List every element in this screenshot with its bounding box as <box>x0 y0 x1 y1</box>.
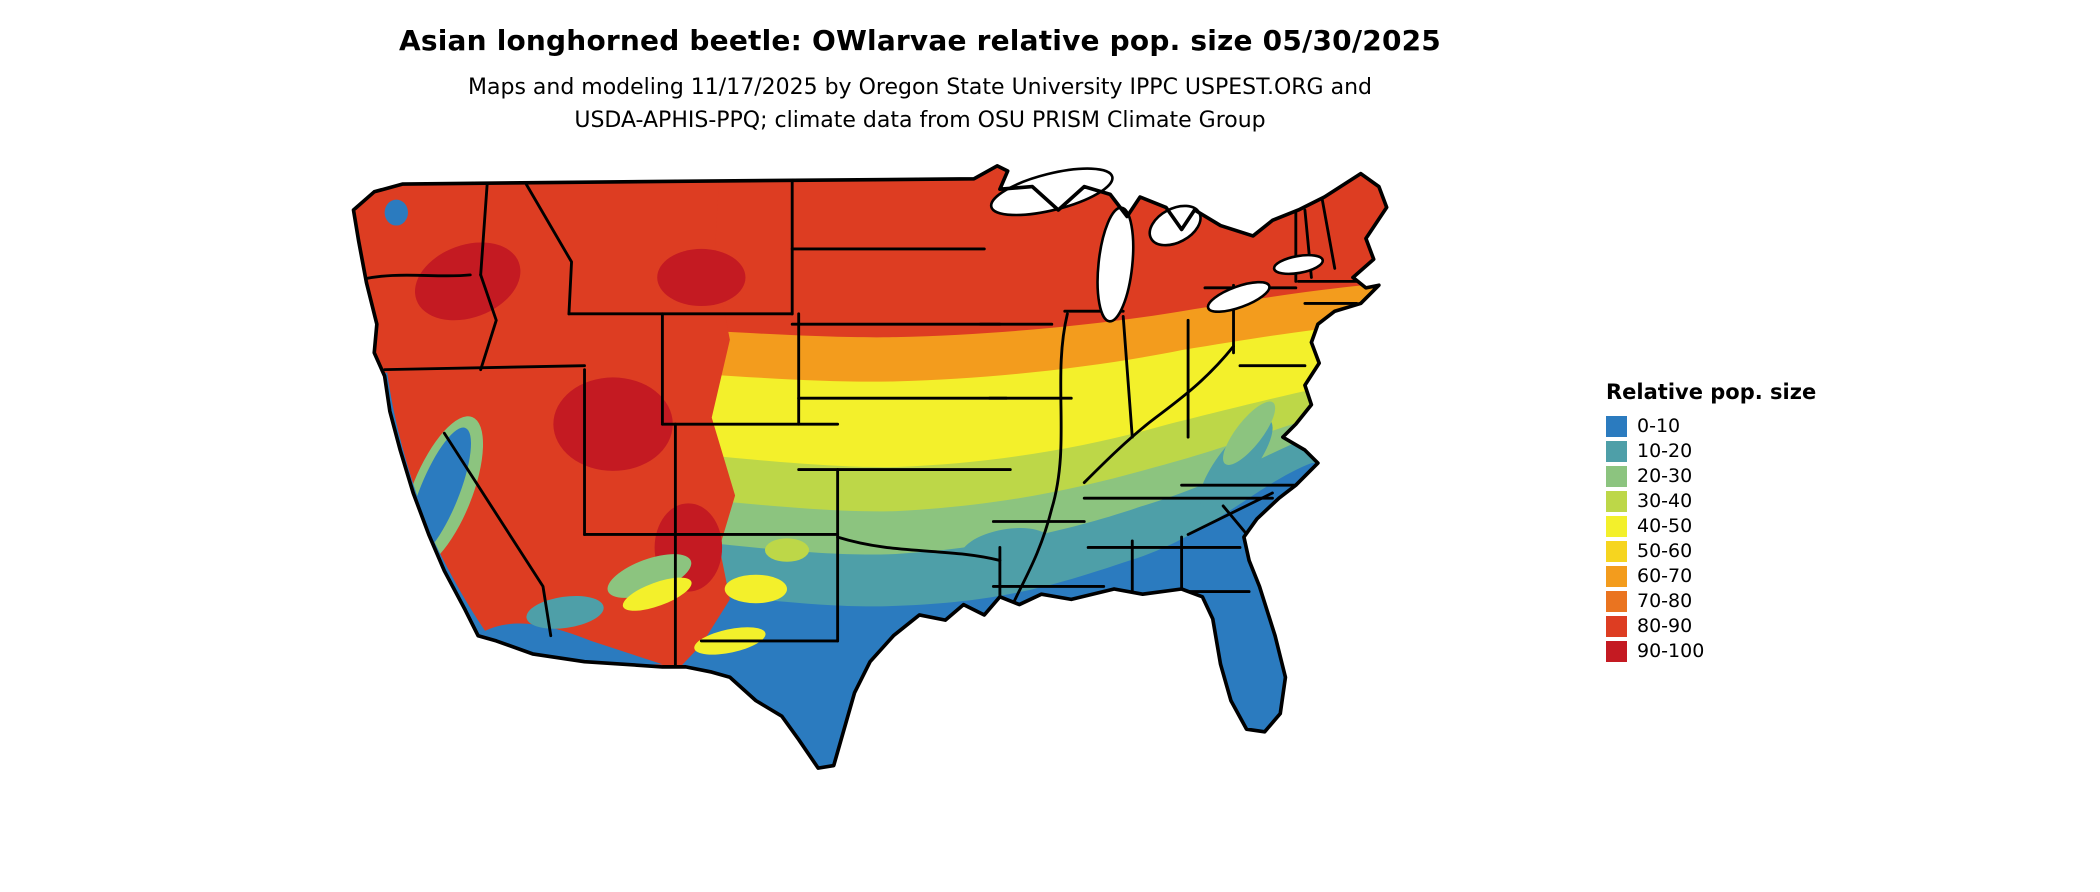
az-green-patch <box>607 554 692 598</box>
legend-swatch-80-90 <box>1606 616 1627 637</box>
dark-red-patch-great-basin <box>553 377 673 471</box>
legend-item: 0-10 <box>1606 414 1816 439</box>
page-title: Asian longhorned beetle: OWlarvae relati… <box>398 24 1441 57</box>
legend-item: 90-100 <box>1606 639 1816 664</box>
title-block: Asian longhorned beetle: OWlarvae relati… <box>150 0 1690 137</box>
legend-swatch-10-20 <box>1606 441 1627 462</box>
lake-erie <box>1206 280 1271 314</box>
legend-item: 50-60 <box>1606 539 1816 564</box>
nm-yellow-patch <box>724 574 788 604</box>
legend-item: 60-70 <box>1606 564 1816 589</box>
map-fill-layers <box>353 165 1387 769</box>
ozark-teal-patch <box>960 528 1053 573</box>
legend-swatch-40-50 <box>1606 516 1627 537</box>
dark-red-patch-rockies <box>657 248 746 307</box>
legend-swatch-90-100 <box>1606 641 1627 662</box>
legend-item: 10-20 <box>1606 439 1816 464</box>
legend-swatch-60-70 <box>1606 566 1627 587</box>
legend-label: 40-50 <box>1637 515 1693 537</box>
legend-swatch-20-30 <box>1606 466 1627 487</box>
map-subtitle: Maps and modeling 11/17/2025 by Oregon S… <box>150 71 1690 137</box>
legend-title: Relative pop. size <box>1606 380 1817 404</box>
nm-ygreen-patch <box>764 538 810 562</box>
appalachian-green-finger <box>1223 401 1276 465</box>
legend-item: 20-30 <box>1606 464 1816 489</box>
legend-swatch-50-60 <box>1606 541 1627 562</box>
legend-swatch-0-10 <box>1606 416 1627 437</box>
legend-label: 0-10 <box>1637 415 1681 437</box>
lake-ontario <box>1272 253 1325 276</box>
legend-item: 70-80 <box>1606 589 1816 614</box>
map-legend: Relative pop. size 0-10 10-20 20-30 30-4… <box>1606 380 1816 664</box>
legend-label: 70-80 <box>1637 590 1693 612</box>
us-choropleth-map <box>273 158 1571 885</box>
legend-label: 20-30 <box>1637 465 1693 487</box>
legend-label: 30-40 <box>1637 490 1693 512</box>
legend-item: 30-40 <box>1606 489 1816 514</box>
puget-blue-speck <box>384 199 408 226</box>
legend-label: 90-100 <box>1637 640 1705 662</box>
subtitle-line-1: Maps and modeling 11/17/2025 by Oregon S… <box>468 75 1372 100</box>
legend-label: 60-70 <box>1637 565 1693 587</box>
us-outline <box>351 164 1389 770</box>
dark-red-patch-nw <box>414 242 521 321</box>
great-lakes <box>989 167 1325 323</box>
legend-label: 50-60 <box>1637 540 1693 562</box>
subtitle-line-2: USDA-APHIS-PPQ; climate data from OSU PR… <box>574 108 1266 133</box>
legend-label: 80-90 <box>1637 615 1693 637</box>
legend-swatch-70-80 <box>1606 591 1627 612</box>
legend-item: 80-90 <box>1606 614 1816 639</box>
legend-item: 40-50 <box>1606 514 1816 539</box>
us-map-svg <box>351 164 1389 770</box>
legend-label: 10-20 <box>1637 440 1693 462</box>
legend-swatch-30-40 <box>1606 491 1627 512</box>
